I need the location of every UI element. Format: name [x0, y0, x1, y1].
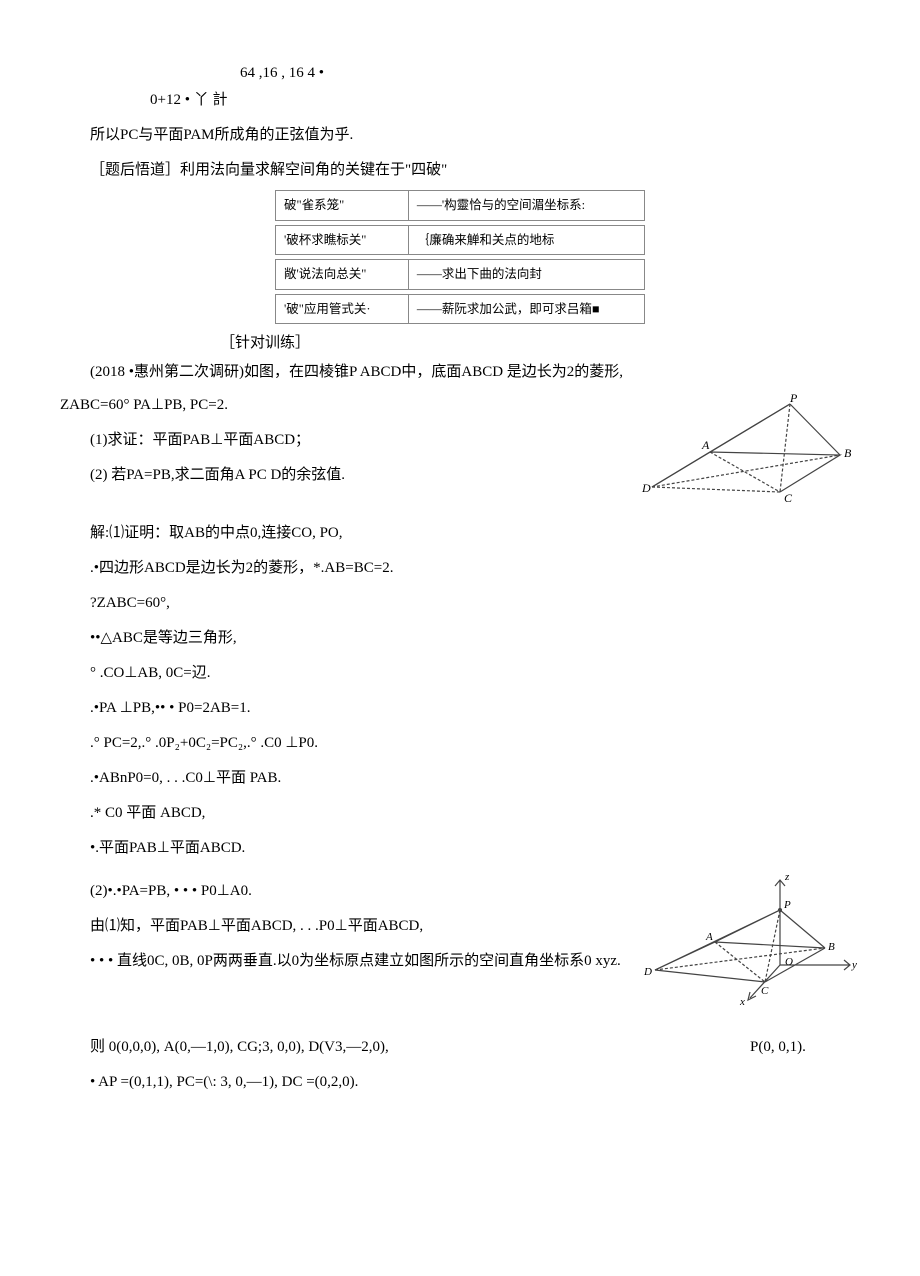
table-cell-right: ｛廉确来觯和关点的地标 [408, 225, 644, 255]
table-cell-right: ——求出下曲的法向封 [408, 260, 644, 290]
label-p: P [789, 392, 798, 405]
sol-3: ••△ABC是等边三角形, [90, 630, 237, 646]
label-o: O [785, 956, 793, 968]
pyramid-svg-1: P A B C D [640, 392, 860, 502]
table-cell-left: 敞'说法向总关" [276, 260, 409, 290]
postnote-title-text: ［题后悟道］利用法向量求解空间角的关键在于"四破" [90, 162, 447, 178]
q1-text: (1)求证：平面PAB⊥平面ABCD； [90, 432, 310, 448]
label-b: B [828, 941, 835, 953]
figure-1: P A B C D [640, 392, 860, 512]
solution-line: .•PA ⊥PB,•• • P0=2AB=1. [60, 695, 860, 722]
sol-8: .* C0 平面 ABCD, [90, 805, 205, 821]
table-cell-left: '破杯求瞧标关" [276, 225, 409, 255]
table-cell-right: ——薪阮求加公武，即可求吕箱■ [408, 294, 644, 324]
table-row: 敞'说法向总关" ——求出下曲的法向封 [276, 260, 645, 290]
base-edge [652, 487, 780, 492]
intro-text: 所以PC与平面PAM所成角的正弦值为乎. [90, 127, 353, 143]
header-line2: 0+12 • 丫 計 [150, 87, 860, 114]
sol-9: •.平面PAB⊥平面ABCD. [90, 840, 245, 856]
apex-point [779, 909, 782, 912]
header-line1: 64 ,16 , 16 4 • [240, 60, 860, 87]
label-c: C [784, 491, 793, 502]
postnote-title: ［题后悟道］利用法向量求解空间角的关键在于"四破" [60, 157, 860, 184]
table-cell-left: '破"应用管式关· [276, 294, 409, 324]
sol-4: ° .CO⊥AB, 0C=辺. [90, 665, 210, 681]
problem-block: (2018 •惠州第二次调研)如图，在四棱锥P ABCD中，底面ABCD 是边长… [60, 359, 860, 512]
label-c: C [761, 985, 769, 997]
pyramid-svg-2: z y x P O A B C D [640, 870, 860, 1010]
label-z: z [784, 871, 790, 883]
info-table: '破"应用管式关· ——薪阮求加公武，即可求吕箱■ [275, 294, 645, 325]
diagonal [652, 455, 840, 487]
table-row: 破"雀系笼" ——'构靈恰与的空间湄坐标系: [276, 191, 645, 221]
edge-pc [780, 404, 790, 492]
problem-text-2: ZABC=60° PA⊥PB, PC=2. [60, 397, 228, 413]
solution-line: .•四边形ABCD是边长为2的菱形，*.AB=BC=2. [60, 555, 860, 582]
base-edge [655, 970, 765, 982]
label-x: x [739, 996, 745, 1008]
header-text-2: 0+12 • 丫 計 [150, 92, 227, 108]
solution-line: ° .CO⊥AB, 0C=辺. [60, 660, 860, 687]
label-a: A [701, 438, 710, 452]
info-table: 敞'说法向总关" ——求出下曲的法向封 [275, 259, 645, 290]
base-outline [655, 942, 825, 970]
p-coord-text: P(0, 0,1). [750, 1039, 806, 1055]
info-table: 破"雀系笼" ——'构靈恰与的空间湄坐标系: [275, 190, 645, 221]
solution-line: •.平面PAB⊥平面ABCD. [60, 835, 860, 862]
table-row: '破"应用管式关· ——薪阮求加公武，即可求吕箱■ [276, 294, 645, 324]
training-label: ［针对训练］ [220, 330, 860, 357]
sol-0: 解:⑴证明：取AB的中点0,连接CO, PO, [90, 525, 343, 541]
vectors-text: • AP =(0,1,1), PC=(\: 3, 0,—1), DC =(0,2… [90, 1074, 358, 1090]
sol-1: .•四边形ABCD是边长为2的菱形，*.AB=BC=2. [90, 560, 393, 576]
table-cell-right-text: ——薪阮求加公武，即可求吕箱■ [417, 302, 600, 316]
vectors-line: • AP =(0,1,1), PC=(\: 3, 0,—1), DC =(0,2… [60, 1069, 860, 1096]
label-a: A [705, 931, 713, 943]
sol-7: .•ABnP0=0, . . .C0⊥平面 PAB. [90, 770, 281, 786]
problem-text-1: (2018 •惠州第二次调研)如图，在四棱锥P ABCD中，底面ABCD 是边长… [90, 364, 623, 380]
label-d: D [643, 966, 652, 978]
edge-pa [710, 404, 790, 452]
header-text-1: 64 ,16 , 16 4 • [240, 65, 324, 81]
sol-11: 由⑴知，平面PAB⊥平面ABCD, . . .P0⊥平面ABCD, [90, 918, 423, 934]
table-row: '破杯求瞧标关" ｛廉确来觯和关点的地标 [276, 225, 645, 255]
edge-pa [715, 910, 780, 942]
label-p: P [783, 899, 791, 911]
solution-line: ?ZABC=60°, [60, 590, 860, 617]
figure-2: z y x P O A B C D [640, 870, 860, 1020]
part2-block: z y x P O A B C D (2)•.•PA=PB, • • • P0⊥… [60, 870, 860, 1020]
solution-line: 解:⑴证明：取AB的中点0,连接CO, PO, [60, 520, 860, 547]
q2-text: (2) 若PA=PB,求二面角A PC D的余弦值. [90, 467, 345, 483]
sol-5: .•PA ⊥PB,•• • P0=2AB=1. [90, 700, 251, 716]
coords-text: 则 0(0,0,0), A(0,—1,0), CG;3, 0,0), D(V3,… [90, 1039, 389, 1055]
solution-line: .° PC=2,.° .0P₂+0C₂=PC₂,.° .C0 ⊥P0. [60, 730, 860, 757]
solution-line: ••△ABC是等边三角形, [60, 625, 860, 652]
coords-row: 则 0(0,0,0), A(0,—1,0), CG;3, 0,0), D(V3,… [60, 1034, 860, 1061]
sol-2: ?ZABC=60°, [90, 595, 170, 611]
table-cell-right: ——'构靈恰与的空间湄坐标系: [408, 191, 644, 221]
label-d: D [641, 481, 651, 495]
solution-line: .•ABnP0=0, . . .C0⊥平面 PAB. [60, 765, 860, 792]
diagonal [710, 452, 780, 492]
table-cell-left: 破"雀系笼" [276, 191, 409, 221]
diag [655, 948, 825, 970]
solution-line: .* C0 平面 ABCD, [60, 800, 860, 827]
problem-line1: (2018 •惠州第二次调研)如图，在四棱锥P ABCD中，底面ABCD 是边长… [60, 359, 860, 386]
p-coord: P(0, 0,1). [720, 1034, 860, 1061]
sol-10: (2)•.•PA=PB, • • • P0⊥A0. [90, 883, 252, 899]
label-y: y [851, 959, 857, 971]
four-break-table: 破"雀系笼" ——'构靈恰与的空间湄坐标系: '破杯求瞧标关" ｛廉确来觯和关点… [275, 190, 645, 324]
sol-12: • • • 直线0C, 0B, 0P两两垂直.以0为坐标原点建立如图所示的空间直… [90, 953, 621, 969]
diag [715, 942, 765, 982]
info-table: '破杯求瞧标关" ｛廉确来觯和关点的地标 [275, 225, 645, 256]
edge-pb [780, 910, 825, 948]
label-b: B [844, 446, 852, 460]
sol-6: .° PC=2,.° .0P₂+0C₂=PC₂,.° .C0 ⊥P0. [90, 735, 318, 751]
intro-line: 所以PC与平面PAM所成角的正弦值为乎. [60, 122, 860, 149]
coords-line: 则 0(0,0,0), A(0,—1,0), CG;3, 0,0), D(V3,… [60, 1034, 720, 1061]
edge-pb [790, 404, 840, 455]
training-label-text: ［针对训练］ [220, 335, 310, 351]
